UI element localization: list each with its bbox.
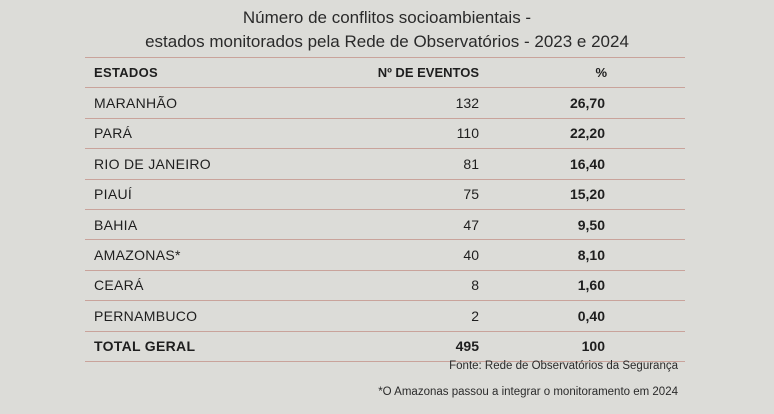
- cell-state: PIAUÍ: [85, 179, 324, 210]
- title-line-2: estados monitorados pela Rede de Observa…: [145, 32, 629, 51]
- cell-state: PERNAMBUCO: [85, 300, 324, 332]
- header-percent: %: [479, 56, 685, 89]
- total-row: TOTAL GERAL 495 100: [85, 331, 685, 362]
- table-row: PARÁ 110 22,20: [85, 118, 685, 150]
- cell-events: 132: [324, 87, 479, 119]
- conflicts-table: ESTADOS Nº DE EVENTOS % MARANHÃO 132 26,…: [85, 56, 685, 362]
- source-note: Fonte: Rede de Observatórios da Seguranç…: [449, 360, 678, 372]
- header-events: Nº DE EVENTOS: [324, 56, 479, 89]
- cell-state: MARANHÃO: [85, 87, 324, 119]
- cell-percent: 1,60: [479, 270, 685, 302]
- cell-percent: 26,70: [479, 87, 685, 119]
- cell-events: 2: [324, 300, 479, 332]
- cell-state: PARÁ: [85, 118, 324, 150]
- cell-events: 47: [324, 209, 479, 241]
- header-state: ESTADOS: [85, 56, 324, 89]
- cell-percent: 16,40: [479, 148, 685, 180]
- total-label: TOTAL GERAL: [85, 331, 324, 362]
- table-row: MARANHÃO 132 26,70: [85, 87, 685, 119]
- cell-events: 81: [324, 148, 479, 180]
- cell-state: CEARÁ: [85, 270, 324, 302]
- table-row: PIAUÍ 75 15,20: [85, 179, 685, 210]
- table-title: Número de conflitos socioambientais - es…: [0, 6, 774, 54]
- cell-percent: 15,20: [479, 179, 685, 210]
- table-row: RIO DE JANEIRO 81 16,40: [85, 148, 685, 180]
- footnote: *O Amazonas passou a integrar o monitora…: [378, 386, 678, 398]
- cell-percent: 8,10: [479, 239, 685, 271]
- cell-events: 40: [324, 239, 479, 271]
- cell-events: 110: [324, 118, 479, 150]
- cell-percent: 9,50: [479, 209, 685, 241]
- cell-state: AMAZONAS*: [85, 239, 324, 271]
- table-row: CEARÁ 8 1,60: [85, 270, 685, 302]
- cell-percent: 0,40: [479, 300, 685, 332]
- table-row: BAHIA 47 9,50: [85, 209, 685, 241]
- cell-state: RIO DE JANEIRO: [85, 148, 324, 180]
- table-header-row: ESTADOS Nº DE EVENTOS %: [85, 56, 685, 89]
- table-row: PERNAMBUCO 2 0,40: [85, 300, 685, 332]
- total-percent: 100: [479, 331, 685, 362]
- table-row: AMAZONAS* 40 8,10: [85, 239, 685, 271]
- cell-percent: 22,20: [479, 118, 685, 150]
- cell-events: 75: [324, 179, 479, 210]
- cell-state: BAHIA: [85, 209, 324, 241]
- title-line-1: Número de conflitos socioambientais -: [242, 8, 532, 27]
- total-events: 495: [324, 331, 479, 362]
- cell-events: 8: [324, 270, 479, 302]
